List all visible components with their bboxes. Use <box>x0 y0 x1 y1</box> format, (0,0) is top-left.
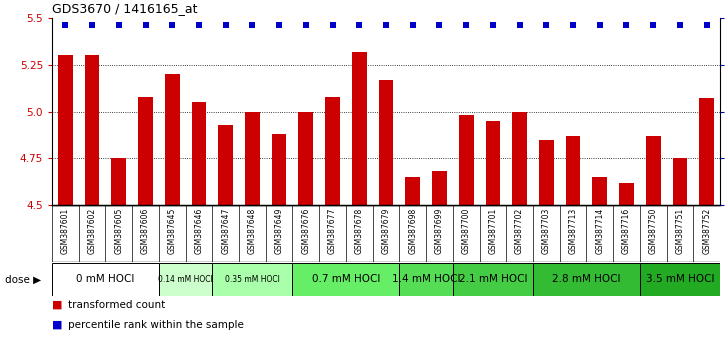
Bar <box>111 158 126 205</box>
Text: dose ▶: dose ▶ <box>4 274 41 285</box>
Text: ■: ■ <box>52 300 63 310</box>
Bar <box>52 263 159 296</box>
Bar <box>138 97 153 205</box>
Text: GSM387645: GSM387645 <box>167 208 177 254</box>
Text: GSM387701: GSM387701 <box>488 208 497 254</box>
Text: GSM387751: GSM387751 <box>676 208 684 254</box>
Text: GSM387698: GSM387698 <box>408 208 417 254</box>
Bar <box>673 158 687 205</box>
Text: 0.35 mM HOCl: 0.35 mM HOCl <box>225 275 280 284</box>
Text: GSM387699: GSM387699 <box>435 208 444 254</box>
Bar <box>646 136 660 205</box>
Text: GSM387649: GSM387649 <box>274 208 284 254</box>
Bar <box>84 55 100 205</box>
Text: 0.14 mM HOCl: 0.14 mM HOCl <box>158 275 213 284</box>
Bar <box>400 263 453 296</box>
Text: GSM387713: GSM387713 <box>569 208 577 254</box>
Text: 2.1 mM HOCl: 2.1 mM HOCl <box>459 274 527 285</box>
Bar <box>593 177 607 205</box>
Text: GSM387606: GSM387606 <box>141 208 150 254</box>
Bar <box>700 98 714 205</box>
Bar <box>165 74 180 205</box>
Bar <box>159 263 213 296</box>
Text: 0.7 mM HOCl: 0.7 mM HOCl <box>312 274 380 285</box>
Bar <box>533 263 640 296</box>
Bar <box>566 136 580 205</box>
Bar <box>432 171 447 205</box>
Bar <box>272 134 287 205</box>
Bar <box>539 139 554 205</box>
Text: GSM387714: GSM387714 <box>596 208 604 254</box>
Text: GSM387602: GSM387602 <box>87 208 97 254</box>
Text: 3.5 mM HOCl: 3.5 mM HOCl <box>646 274 714 285</box>
Text: GSM387647: GSM387647 <box>221 208 230 254</box>
Bar <box>619 183 634 205</box>
Bar <box>218 125 233 205</box>
Bar <box>459 115 473 205</box>
Text: GSM387702: GSM387702 <box>515 208 524 254</box>
Bar <box>379 80 393 205</box>
Text: GSM387677: GSM387677 <box>328 208 337 254</box>
Text: 1.4 mM HOCl: 1.4 mM HOCl <box>392 274 460 285</box>
Text: GSM387601: GSM387601 <box>61 208 70 254</box>
Text: GSM387679: GSM387679 <box>381 208 390 254</box>
Text: GSM387700: GSM387700 <box>462 208 471 254</box>
Text: GSM387716: GSM387716 <box>622 208 631 254</box>
Text: ■: ■ <box>52 320 63 330</box>
Bar <box>352 52 367 205</box>
Text: GSM387678: GSM387678 <box>355 208 364 254</box>
Text: GSM387605: GSM387605 <box>114 208 123 254</box>
Text: GSM387703: GSM387703 <box>542 208 551 254</box>
Bar <box>58 55 73 205</box>
Bar <box>245 112 260 205</box>
Text: GDS3670 / 1416165_at: GDS3670 / 1416165_at <box>52 2 197 16</box>
Text: percentile rank within the sample: percentile rank within the sample <box>68 320 244 330</box>
Bar <box>405 177 420 205</box>
Bar <box>513 112 527 205</box>
Text: transformed count: transformed count <box>68 300 165 310</box>
Bar <box>213 263 293 296</box>
Text: GSM387750: GSM387750 <box>649 208 657 254</box>
Text: GSM387648: GSM387648 <box>248 208 257 254</box>
Bar <box>486 121 500 205</box>
Bar <box>191 102 206 205</box>
Text: 0 mM HOCl: 0 mM HOCl <box>76 274 135 285</box>
Bar <box>325 97 340 205</box>
Text: 2.8 mM HOCl: 2.8 mM HOCl <box>552 274 621 285</box>
Bar <box>293 263 400 296</box>
Bar <box>640 263 720 296</box>
Text: GSM387752: GSM387752 <box>702 208 711 254</box>
Bar <box>453 263 533 296</box>
Bar <box>298 112 313 205</box>
Text: GSM387676: GSM387676 <box>301 208 310 254</box>
Text: GSM387646: GSM387646 <box>194 208 203 254</box>
